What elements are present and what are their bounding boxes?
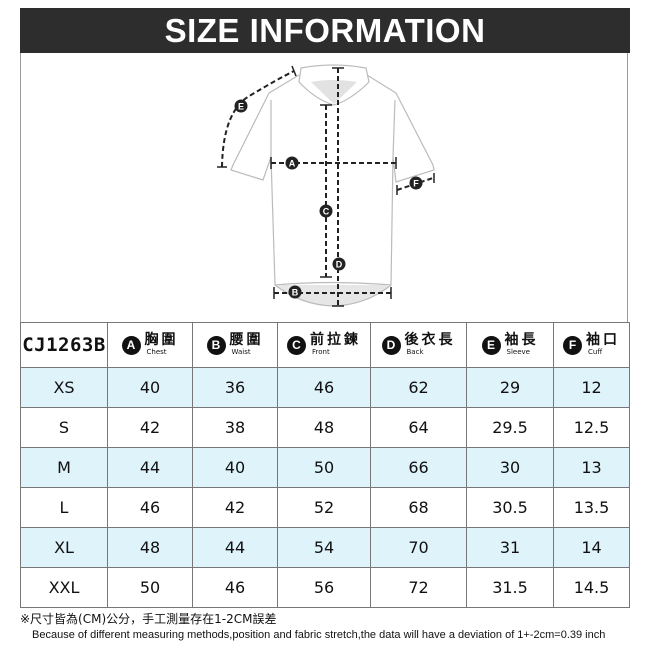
table-row: XXL 50 46 56 72 31.5 14.5 <box>20 567 630 608</box>
measurement-cell: 29 <box>466 367 554 408</box>
measurement-cell: 46 <box>107 487 193 528</box>
header-row: CJ1263B A 胸圍 Chest B 腰圍 Waist C 前拉鍊 Front D 後衣長… <box>20 322 630 368</box>
measurement-cell: 46 <box>192 567 278 608</box>
badge-c-icon: C <box>287 335 306 355</box>
header-sleeve: E 袖長 Sleeve <box>466 322 554 368</box>
table-row: XS 40 36 46 62 29 12 <box>20 367 630 408</box>
model-number: CJ1263B <box>20 322 108 368</box>
table-row: S 42 38 48 64 29.5 12.5 <box>20 407 630 448</box>
badge-f-icon: F <box>563 335 582 355</box>
header-cuff: F 袖口 Cuff <box>553 322 630 368</box>
measurement-cell: 14 <box>553 527 630 568</box>
header-waist: B 腰圍 Waist <box>192 322 278 368</box>
table-row: L 46 42 52 68 30.5 13.5 <box>20 487 630 528</box>
marker-f: F <box>409 176 423 190</box>
measurement-cell: 64 <box>370 407 467 448</box>
measurement-cell: 42 <box>192 487 278 528</box>
measurement-cell: 66 <box>370 447 467 488</box>
measurement-cell: 12 <box>553 367 630 408</box>
size-label: S <box>20 407 108 448</box>
header-chest: A 胸圍 Chest <box>107 322 193 368</box>
measurement-cell: 44 <box>107 447 193 488</box>
measurement-cell: 52 <box>277 487 371 528</box>
note-english: Because of different measuring methods,p… <box>32 629 606 641</box>
measurement-cell: 31.5 <box>466 567 554 608</box>
measurement-cell: 50 <box>277 447 371 488</box>
svg-text:B: B <box>292 288 299 298</box>
note-chinese: ※尺寸皆為(CM)公分，手工測量存在1-2CM誤差 <box>20 612 277 626</box>
measurement-cell: 29.5 <box>466 407 554 448</box>
marker-d: D <box>332 257 346 271</box>
measurement-cell: 48 <box>107 527 193 568</box>
measurement-cell: 50 <box>107 567 193 608</box>
measurement-cell: 38 <box>192 407 278 448</box>
measurement-cell: 42 <box>107 407 193 448</box>
measurement-cell: 62 <box>370 367 467 408</box>
measurement-cell: 14.5 <box>553 567 630 608</box>
measurement-cell: 30 <box>466 447 554 488</box>
table-row: XL 48 44 54 70 31 14 <box>20 527 630 568</box>
measurement-cell: 13.5 <box>553 487 630 528</box>
measurement-cell: 36 <box>192 367 278 408</box>
measurement-cell: 40 <box>107 367 193 408</box>
measurement-cell: 56 <box>277 567 371 608</box>
svg-text:E: E <box>238 102 244 112</box>
marker-a: A <box>285 156 299 170</box>
measurement-cell: 40 <box>192 447 278 488</box>
header-front: C 前拉鍊 Front <box>277 322 371 368</box>
size-label: XS <box>20 367 108 408</box>
svg-text:A: A <box>289 159 296 169</box>
jersey-diagram: A B C D E F <box>20 53 628 322</box>
size-label: XL <box>20 527 108 568</box>
measurement-cell: 70 <box>370 527 467 568</box>
measurement-cell: 30.5 <box>466 487 554 528</box>
marker-b: B <box>288 285 302 299</box>
badge-d-icon: D <box>381 335 401 355</box>
svg-text:F: F <box>413 179 419 189</box>
size-label: XXL <box>20 567 108 608</box>
jersey-outline: A B C D E F <box>217 64 435 307</box>
marker-e: E <box>234 99 248 113</box>
size-table: CJ1263B A 胸圍 Chest B 腰圍 Waist C 前拉鍊 Front D 後衣長… <box>20 322 630 608</box>
measurement-cell: 54 <box>277 527 371 568</box>
size-label: M <box>20 447 108 488</box>
measurement-cell: 72 <box>370 567 467 608</box>
measurement-cell: 44 <box>192 527 278 568</box>
page-title: SIZE INFORMATION <box>20 8 630 53</box>
marker-c: C <box>319 204 333 218</box>
measurement-cell: 48 <box>277 407 371 448</box>
measurement-cell: 12.5 <box>553 407 630 448</box>
measurement-cell: 46 <box>277 367 371 408</box>
measurement-cell: 13 <box>553 447 630 488</box>
svg-text:D: D <box>336 260 343 270</box>
measurement-cell: 31 <box>466 527 554 568</box>
badge-e-icon: E <box>481 335 501 355</box>
header-back: D 後衣長 Back <box>370 322 467 368</box>
table-row: M 44 40 50 66 30 13 <box>20 447 630 488</box>
size-label: L <box>20 487 108 528</box>
svg-text:C: C <box>323 207 330 217</box>
badge-b-icon: B <box>206 335 226 355</box>
measurement-cell: 68 <box>370 487 467 528</box>
badge-a-icon: A <box>121 335 141 355</box>
